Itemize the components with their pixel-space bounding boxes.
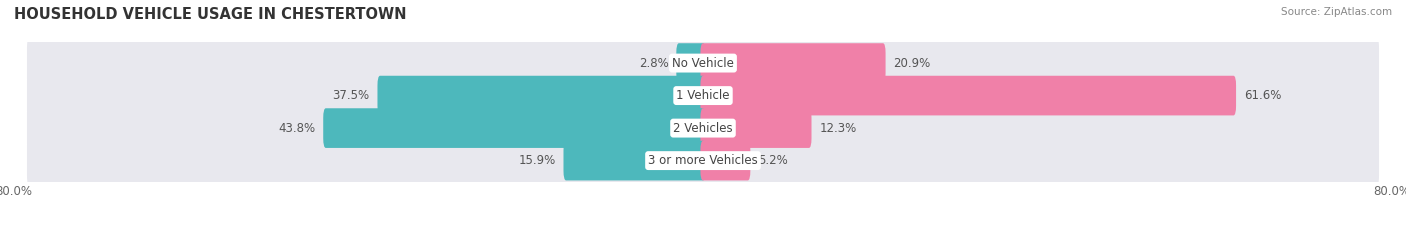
FancyBboxPatch shape	[27, 130, 1379, 191]
FancyBboxPatch shape	[564, 141, 706, 180]
FancyBboxPatch shape	[700, 43, 886, 83]
Text: 20.9%: 20.9%	[893, 57, 931, 70]
FancyBboxPatch shape	[676, 43, 706, 83]
Text: No Vehicle: No Vehicle	[672, 57, 734, 70]
Text: 43.8%: 43.8%	[278, 122, 315, 135]
FancyBboxPatch shape	[27, 33, 1379, 93]
Text: HOUSEHOLD VEHICLE USAGE IN CHESTERTOWN: HOUSEHOLD VEHICLE USAGE IN CHESTERTOWN	[14, 7, 406, 22]
Text: 37.5%: 37.5%	[333, 89, 370, 102]
FancyBboxPatch shape	[700, 141, 751, 180]
FancyBboxPatch shape	[700, 108, 811, 148]
Text: 61.6%: 61.6%	[1244, 89, 1281, 102]
FancyBboxPatch shape	[700, 76, 1236, 115]
Text: 12.3%: 12.3%	[820, 122, 856, 135]
Text: 1 Vehicle: 1 Vehicle	[676, 89, 730, 102]
Text: Source: ZipAtlas.com: Source: ZipAtlas.com	[1281, 7, 1392, 17]
Text: 2 Vehicles: 2 Vehicles	[673, 122, 733, 135]
FancyBboxPatch shape	[323, 108, 706, 148]
FancyBboxPatch shape	[27, 98, 1379, 158]
Text: 15.9%: 15.9%	[519, 154, 555, 167]
Text: 5.2%: 5.2%	[758, 154, 787, 167]
FancyBboxPatch shape	[377, 76, 706, 115]
FancyBboxPatch shape	[27, 65, 1379, 126]
Text: 3 or more Vehicles: 3 or more Vehicles	[648, 154, 758, 167]
Text: 2.8%: 2.8%	[638, 57, 669, 70]
